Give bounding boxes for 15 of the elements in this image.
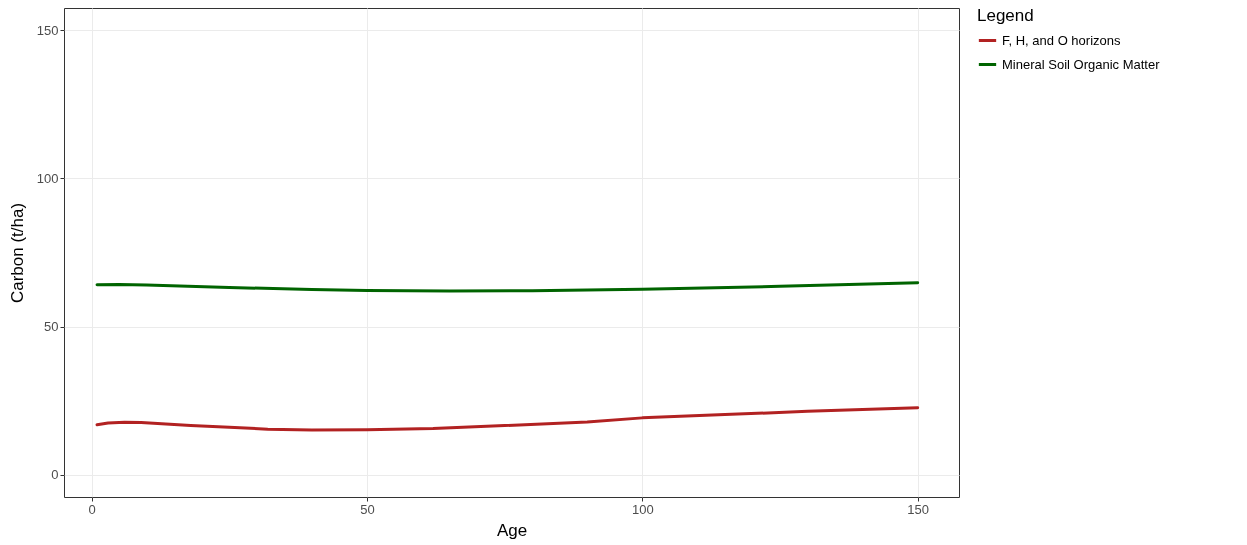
- x-tick-label: 150: [907, 501, 930, 517]
- x-tick-label: 0: [88, 501, 96, 517]
- y-tick-label: 150: [36, 22, 59, 38]
- x-tick-label: 100: [631, 501, 654, 517]
- legend-label: Mineral Soil Organic Matter: [1002, 56, 1161, 72]
- y-tick-label: 100: [36, 170, 59, 186]
- legend-title: Legend: [977, 6, 1034, 25]
- legend-label: F, H, and O horizons: [1002, 32, 1121, 48]
- line-series: [95, 406, 920, 432]
- x-tick-label: 50: [360, 501, 375, 517]
- x-axis-title: Age: [496, 520, 528, 540]
- y-axis-title: Carbon (t/ha): [7, 202, 27, 304]
- y-tick-label: 0: [51, 467, 59, 483]
- y-tick-label: 50: [44, 319, 59, 335]
- line-series: [95, 281, 920, 293]
